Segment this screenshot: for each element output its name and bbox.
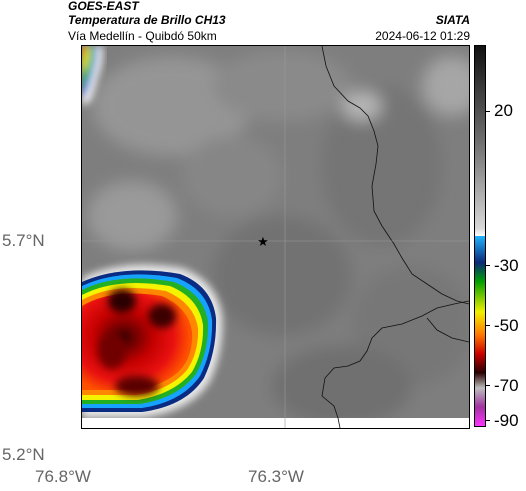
storm-cell-southwest (82, 264, 223, 418)
storm-cell-north (82, 46, 103, 106)
cloud-texture (87, 51, 469, 426)
y-tick-1: 5.7°N (2, 231, 45, 250)
no-data-strip (82, 418, 469, 428)
x-tick-2: 76.3°W (248, 467, 304, 486)
colorbar-tick-neg90: -90 (494, 411, 519, 430)
colorbar-tick-mark (486, 325, 490, 326)
org-label: SIATA (435, 13, 470, 27)
colorbar-tick-mark (486, 111, 490, 112)
colorbar-tick-20: 20 (494, 101, 513, 120)
colorbar-tick-neg70: -70 (494, 376, 519, 395)
colorbar-tick-mark (486, 385, 490, 386)
y-tick-2: 5.2°N (2, 445, 45, 464)
colorbar-tick-mark (486, 420, 490, 421)
colorbar-tick-neg50: -50 (494, 316, 519, 335)
x-tick-1: 76.8°W (35, 467, 91, 486)
satellite-map[interactable]: ★ (81, 45, 470, 429)
star-icon: ★ (257, 235, 269, 250)
graticule (82, 46, 469, 428)
colorbar (474, 45, 486, 427)
colorbar-tick-mark (486, 265, 490, 266)
colorbar-tick-neg30: -30 (494, 256, 519, 275)
admin-boundaries (321, 46, 469, 428)
satellite-title: GOES-EAST (68, 0, 139, 13)
region-subtitle: Vía Medellín - Quibdó 50km (68, 29, 217, 43)
datetime-label: 2024-06-12 01:29 (375, 29, 470, 43)
product-title: Temperatura de Brillo CH13 (68, 13, 226, 27)
map-canvas: ★ (82, 46, 469, 428)
